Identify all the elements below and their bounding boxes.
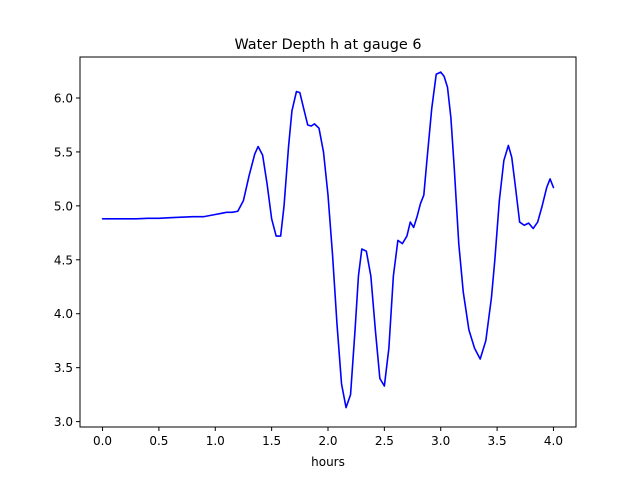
y-axis-ticks: 3.0 3.5 4.0 4.5 5.0 5.5 6.0: [54, 91, 80, 429]
x-tick-label: 1.5: [262, 434, 281, 448]
chart-title: Water Depth h at gauge 6: [234, 37, 421, 53]
y-tick-label: 4.5: [54, 253, 73, 267]
x-axis-label: hours: [311, 455, 345, 469]
x-tick-label: 2.0: [318, 434, 337, 448]
y-tick-label: 4.0: [54, 307, 73, 321]
y-tick-label: 3.5: [54, 361, 73, 375]
y-tick-label: 5.0: [54, 199, 73, 213]
x-tick-label: 3.0: [431, 434, 450, 448]
x-tick-label: 2.5: [375, 434, 394, 448]
x-tick-label: 3.5: [488, 434, 507, 448]
y-tick-label: 3.0: [54, 415, 73, 429]
y-tick-label: 5.5: [54, 145, 73, 159]
x-tick-label: 0.0: [93, 434, 112, 448]
y-tick-label: 6.0: [54, 91, 73, 105]
series-line-0: [101, 71, 555, 409]
x-tick-label: 0.5: [149, 434, 168, 448]
x-axis-ticks: 0.0 0.5 1.0 1.5 2.0 2.5 3.0 3.5 4.0: [93, 427, 563, 448]
x-tick-label: 4.0: [544, 434, 563, 448]
x-tick-label: 1.0: [206, 434, 225, 448]
